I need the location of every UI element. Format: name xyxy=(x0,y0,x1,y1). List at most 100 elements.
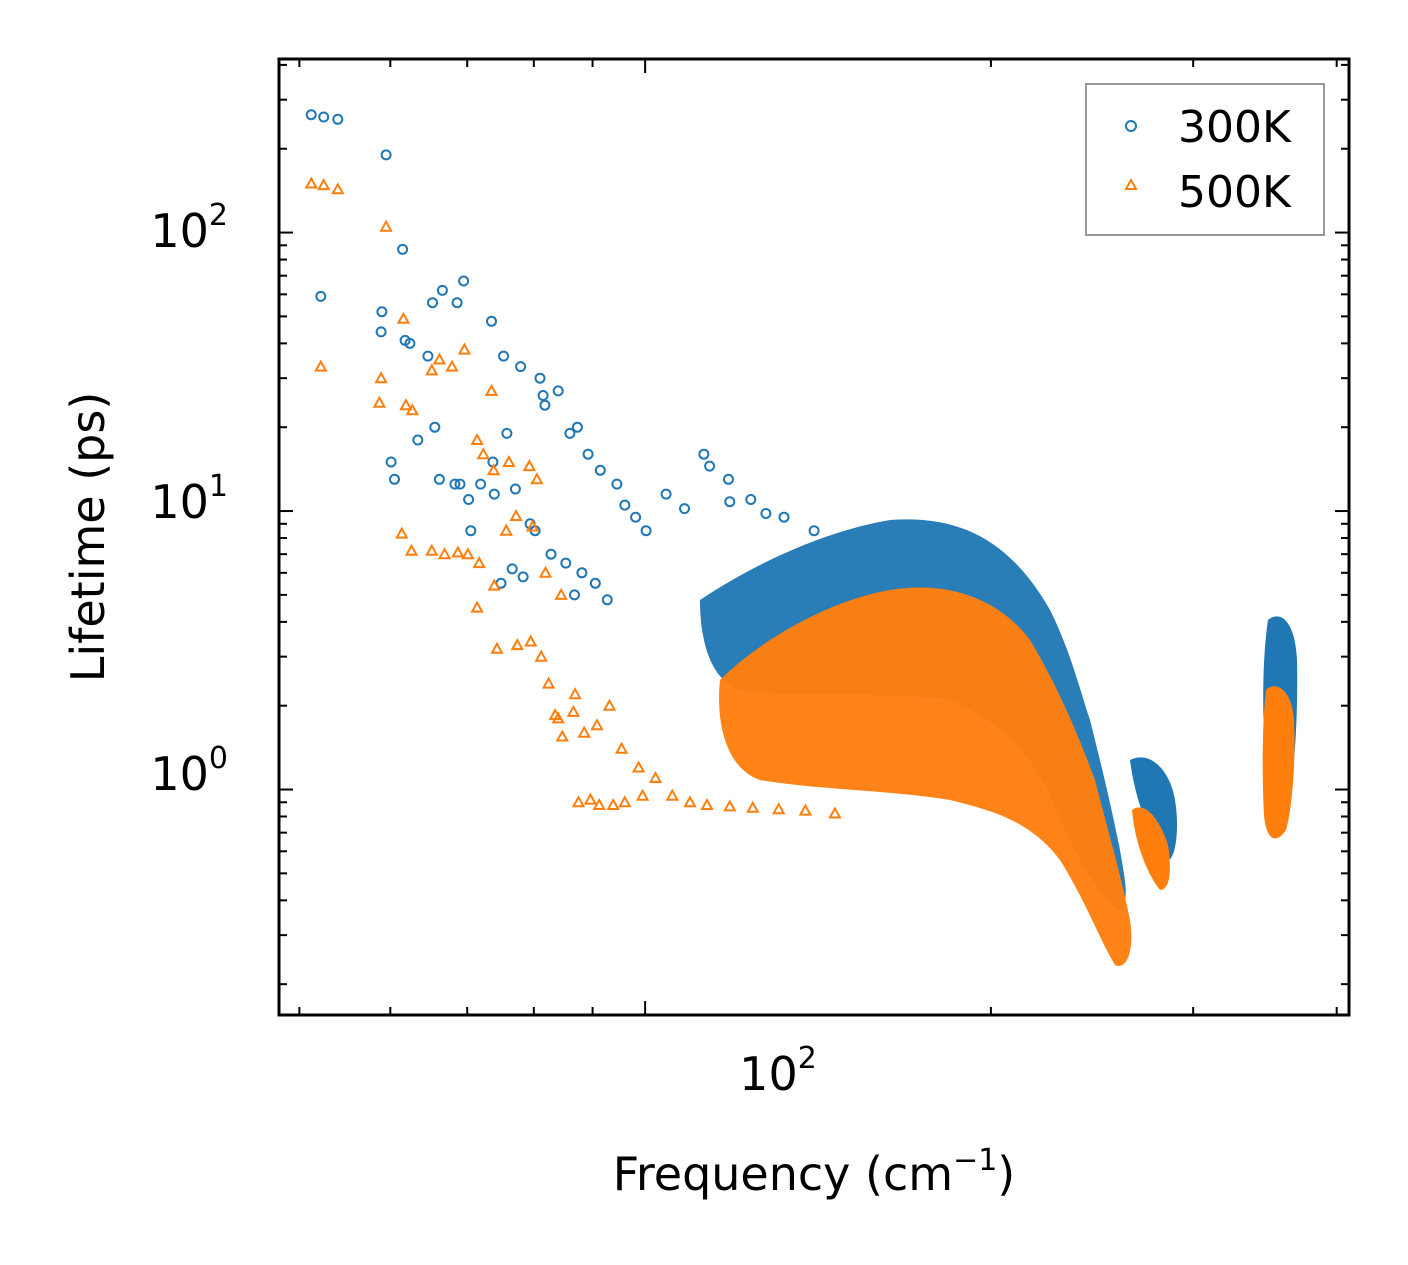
plot-frame xyxy=(277,57,1351,1017)
point-300k-23 xyxy=(582,448,594,460)
point-300k-2 xyxy=(332,113,344,125)
point-500k-46 xyxy=(606,797,620,810)
point-500k-17 xyxy=(486,463,501,476)
point-300k-45 xyxy=(589,577,601,589)
point-500k-30 xyxy=(499,523,513,536)
point-500k-2 xyxy=(331,182,345,195)
legend: 300K 500K xyxy=(1085,83,1325,236)
point-300k-14 xyxy=(486,315,497,327)
point-500k-16 xyxy=(476,447,490,460)
point-300k-3 xyxy=(380,149,392,161)
point-300k-38 xyxy=(501,427,513,439)
point-300k-24 xyxy=(594,464,606,476)
point-300k-46 xyxy=(465,525,477,537)
point-300k-19 xyxy=(539,399,551,411)
y-axis-label: Lifetime (ps) xyxy=(61,392,115,683)
point-500k-4 xyxy=(314,359,328,372)
point-300k-53 xyxy=(630,511,642,523)
point-500k-14 xyxy=(484,383,499,396)
point-500k-59 xyxy=(700,797,714,810)
point-300k-6 xyxy=(375,326,387,338)
point-clouds xyxy=(700,519,1298,966)
point-500k-5 xyxy=(374,371,388,384)
point-500k-42 xyxy=(566,704,581,717)
point-500k-22 xyxy=(404,543,419,556)
point-300k-51 xyxy=(601,594,613,606)
point-500k-10 xyxy=(425,363,439,376)
point-500k-56 xyxy=(648,770,663,783)
point-300k-42 xyxy=(545,548,557,560)
cloud-500k-band xyxy=(1132,807,1170,890)
point-500k-33 xyxy=(538,565,553,578)
point-500k-52 xyxy=(590,718,604,731)
point-300k-5 xyxy=(376,306,388,318)
point-300k-11 xyxy=(436,284,448,296)
point-300k-20 xyxy=(552,385,564,397)
point-300k-22 xyxy=(571,421,583,433)
cloud-300k-band xyxy=(1130,757,1178,860)
point-300k-48 xyxy=(506,563,518,575)
point-500k-51 xyxy=(577,725,591,738)
point-500k-15 xyxy=(470,432,484,445)
point-300k-15 xyxy=(498,350,510,362)
point-300k-63 xyxy=(724,496,736,508)
point-300k-37 xyxy=(488,488,500,500)
point-500k-57 xyxy=(665,788,679,801)
point-300k-55 xyxy=(660,488,672,500)
point-300k-18 xyxy=(537,390,549,401)
series-500k xyxy=(304,176,842,819)
point-500k-1 xyxy=(317,178,331,191)
point-500k-12 xyxy=(445,359,459,372)
point-300k-10 xyxy=(427,297,438,309)
point-500k-25 xyxy=(451,545,465,558)
legend-marker-500k xyxy=(1124,177,1138,190)
y-tick-label-100: 102 xyxy=(150,198,228,258)
legend-marker-300k xyxy=(1125,120,1137,132)
point-500k-44 xyxy=(583,792,598,805)
point-300k-30 xyxy=(429,421,441,433)
cloud-300k-main xyxy=(700,519,1126,910)
point-500k-63 xyxy=(798,803,813,816)
point-500k-26 xyxy=(461,547,475,560)
point-500k-3 xyxy=(379,219,393,232)
point-500k-39 xyxy=(541,676,556,689)
point-500k-37 xyxy=(524,634,538,647)
cloud-500k-right xyxy=(1262,686,1295,839)
point-300k-26 xyxy=(385,456,397,468)
point-500k-23 xyxy=(425,543,439,556)
point-300k-56 xyxy=(679,503,690,515)
x-axis-label: Frequency (cm−1) xyxy=(613,1143,1016,1201)
point-300k-60 xyxy=(745,494,757,505)
point-500k-28 xyxy=(487,578,501,591)
point-500k-0 xyxy=(304,176,318,189)
point-500k-48 xyxy=(635,788,650,801)
point-300k-31 xyxy=(433,473,445,485)
point-300k-62 xyxy=(808,525,820,537)
point-300k-12 xyxy=(451,297,463,309)
point-300k-35 xyxy=(475,478,487,490)
series-300k xyxy=(305,109,820,606)
point-500k-58 xyxy=(683,795,697,808)
point-300k-13 xyxy=(458,275,470,287)
point-300k-16 xyxy=(515,361,527,373)
point-300k-32 xyxy=(449,478,461,490)
x-tick-label-100: 102 xyxy=(739,1041,817,1101)
point-300k-61 xyxy=(778,511,790,523)
point-500k-45 xyxy=(592,797,606,810)
point-300k-34 xyxy=(463,494,475,505)
point-500k-32 xyxy=(525,519,540,532)
point-500k-19 xyxy=(522,459,537,472)
point-500k-20 xyxy=(530,472,544,485)
point-500k-38 xyxy=(534,649,548,662)
point-500k-64 xyxy=(828,806,842,819)
point-500k-53 xyxy=(602,698,617,711)
point-500k-60 xyxy=(723,799,737,812)
point-300k-44 xyxy=(576,567,588,579)
point-300k-58 xyxy=(704,460,716,472)
point-300k-64 xyxy=(760,508,772,519)
point-300k-4 xyxy=(315,290,327,302)
point-500k-27 xyxy=(472,556,486,569)
point-500k-21 xyxy=(395,526,409,539)
point-300k-27 xyxy=(389,473,400,485)
